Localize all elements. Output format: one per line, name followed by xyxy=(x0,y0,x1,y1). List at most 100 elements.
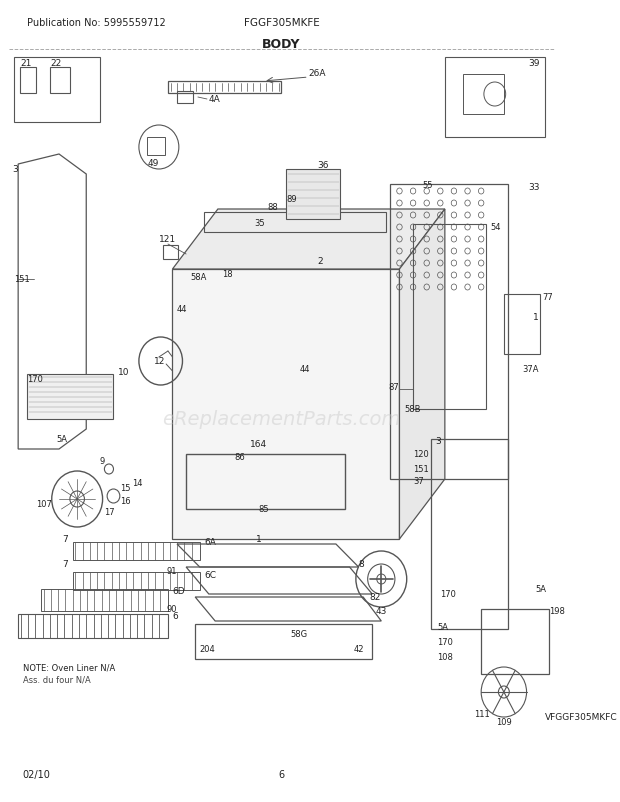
Text: 90: 90 xyxy=(167,605,177,614)
Text: 1: 1 xyxy=(256,535,262,544)
Text: 49: 49 xyxy=(147,160,159,168)
Bar xyxy=(168,82,281,94)
Text: 1: 1 xyxy=(533,313,538,322)
Text: 35: 35 xyxy=(254,219,265,229)
Text: 5A: 5A xyxy=(438,622,449,632)
Bar xyxy=(164,245,178,260)
Bar xyxy=(195,624,372,659)
Text: 108: 108 xyxy=(438,653,453,662)
Text: 7: 7 xyxy=(63,535,68,544)
Text: Ass. du four N/A: Ass. du four N/A xyxy=(23,674,91,683)
Text: 7: 7 xyxy=(63,560,68,569)
Text: 55: 55 xyxy=(422,180,433,189)
Bar xyxy=(73,573,200,590)
Bar xyxy=(186,455,345,509)
Text: 6: 6 xyxy=(172,612,178,621)
Bar xyxy=(73,542,200,561)
Bar xyxy=(204,213,386,233)
Text: 43: 43 xyxy=(376,607,387,616)
Text: Publication No: 5995559712: Publication No: 5995559712 xyxy=(27,18,166,28)
Text: 44: 44 xyxy=(177,305,187,314)
Text: 02/10: 02/10 xyxy=(23,769,51,779)
Text: 151: 151 xyxy=(413,465,429,474)
Bar xyxy=(432,439,508,630)
Bar xyxy=(445,58,545,138)
Text: 6A: 6A xyxy=(204,538,216,547)
Text: NOTE: Oven Liner N/A: NOTE: Oven Liner N/A xyxy=(23,662,115,671)
Bar xyxy=(20,68,37,94)
Text: VFGGF305MKFC: VFGGF305MKFC xyxy=(545,713,618,722)
Bar xyxy=(147,138,166,156)
Text: 3: 3 xyxy=(12,165,17,174)
Text: 37A: 37A xyxy=(522,365,538,374)
Text: 14: 14 xyxy=(131,479,142,488)
Text: 77: 77 xyxy=(542,294,553,302)
Text: 58G: 58G xyxy=(291,630,308,638)
Text: 58B: 58B xyxy=(404,405,420,414)
Text: 107: 107 xyxy=(36,500,51,508)
Text: 89: 89 xyxy=(286,195,296,205)
Text: 16: 16 xyxy=(120,497,130,506)
Bar xyxy=(177,92,193,104)
Text: 9: 9 xyxy=(100,457,105,466)
Bar xyxy=(504,294,540,354)
Text: 170: 170 xyxy=(438,638,453,646)
Text: 5A: 5A xyxy=(56,435,68,444)
Text: 17: 17 xyxy=(104,508,115,516)
Text: 109: 109 xyxy=(496,718,511,727)
Bar xyxy=(50,68,70,94)
Text: 3: 3 xyxy=(436,437,441,446)
Text: 204: 204 xyxy=(200,645,216,654)
Text: 58A: 58A xyxy=(191,273,207,282)
Text: 10: 10 xyxy=(118,368,130,377)
Text: 6: 6 xyxy=(278,769,285,779)
Bar xyxy=(18,614,168,638)
Text: 111: 111 xyxy=(474,710,490,719)
Text: 22: 22 xyxy=(50,59,61,67)
Text: 44: 44 xyxy=(299,365,310,374)
Bar xyxy=(41,589,168,611)
Text: 6D: 6D xyxy=(172,587,185,596)
Text: 170: 170 xyxy=(440,589,456,599)
Bar xyxy=(286,170,340,220)
Text: 21: 21 xyxy=(20,59,32,67)
Text: 86: 86 xyxy=(234,453,245,462)
Text: 26A: 26A xyxy=(309,68,326,78)
Text: 91: 91 xyxy=(167,567,177,576)
Text: 87: 87 xyxy=(389,383,399,392)
Bar xyxy=(14,58,100,123)
Bar xyxy=(27,375,113,419)
Text: 33: 33 xyxy=(529,184,540,192)
Text: 164: 164 xyxy=(250,440,267,449)
Text: 82: 82 xyxy=(370,593,381,602)
Text: 4A: 4A xyxy=(209,95,221,104)
Text: 198: 198 xyxy=(549,607,565,616)
Bar xyxy=(172,269,399,539)
Text: 88: 88 xyxy=(268,202,278,211)
Text: 54: 54 xyxy=(490,223,501,233)
Text: 2: 2 xyxy=(318,257,324,266)
Bar xyxy=(391,184,508,480)
Bar xyxy=(413,225,485,410)
Text: 15: 15 xyxy=(120,484,130,493)
Text: eReplacementParts.com: eReplacementParts.com xyxy=(162,410,401,429)
Text: 6C: 6C xyxy=(204,571,216,580)
Text: 85: 85 xyxy=(259,505,269,514)
Bar xyxy=(463,75,504,115)
Text: 151: 151 xyxy=(14,275,29,284)
Text: 120: 120 xyxy=(413,450,429,459)
Text: 36: 36 xyxy=(318,160,329,169)
Text: 18: 18 xyxy=(223,270,233,279)
Text: 8: 8 xyxy=(358,560,365,569)
Text: 170: 170 xyxy=(27,375,43,384)
Bar xyxy=(481,610,549,674)
Text: 37: 37 xyxy=(413,477,424,486)
Text: 12: 12 xyxy=(154,357,166,366)
Text: 121: 121 xyxy=(159,235,176,244)
Text: BODY: BODY xyxy=(262,38,301,51)
Polygon shape xyxy=(172,210,445,269)
Text: 39: 39 xyxy=(529,59,540,67)
Text: 42: 42 xyxy=(354,645,365,654)
Polygon shape xyxy=(399,210,445,539)
Text: 5A: 5A xyxy=(536,585,547,593)
